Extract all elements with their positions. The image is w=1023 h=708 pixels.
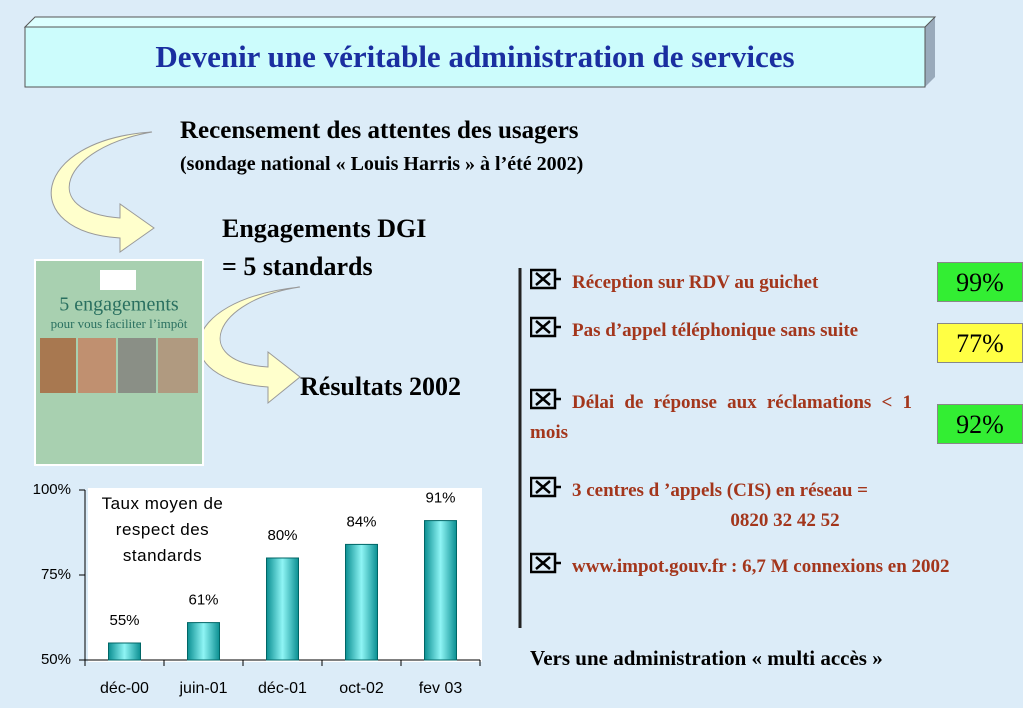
title-box-top: [23, 16, 937, 28]
x-tick-label: déc-00: [100, 680, 149, 697]
check-icon: [529, 316, 561, 338]
engagements: Engagements DGI: [222, 214, 427, 243]
value-label: 84%: [346, 513, 376, 530]
value-label: 91%: [425, 490, 455, 507]
standard: Réception sur RDV au guichet: [529, 268, 912, 298]
title-box-side: [925, 17, 935, 87]
check-icon: [529, 388, 561, 410]
poster-title: 5 engagements: [59, 294, 179, 316]
bar: [345, 543, 378, 661]
standard: 3 centres d ’appels (CIS) en réseau = 082…: [529, 476, 912, 536]
score: 92%: [937, 404, 1023, 444]
arrow: [198, 286, 301, 405]
standard-detail: 0820 32 42 52: [730, 510, 840, 531]
score: 77%: [937, 323, 1023, 363]
standard-text: Délai de réponse aux réclamations < 1 mo…: [530, 392, 912, 443]
poster-photo: [118, 338, 156, 393]
poster-photo: [40, 338, 76, 393]
poster-logo: [100, 270, 136, 290]
bar: [108, 642, 141, 661]
poster-photo: [158, 338, 198, 393]
standard: Délai de réponse aux réclamations < 1 mo…: [529, 388, 912, 448]
value-label: 61%: [188, 592, 218, 609]
value-label: 80%: [267, 527, 297, 544]
x-tick-label: juin-01: [178, 680, 227, 697]
standard-text: Réception sur RDV au guichet: [572, 272, 819, 293]
arrow: [50, 131, 155, 253]
standard-text: Pas d’appel téléphonique sans suite: [572, 320, 859, 341]
slide-title: Devenir une véritable administration de …: [155, 39, 795, 74]
y-tick-label: 100%: [33, 481, 71, 498]
value-label: 55%: [109, 612, 139, 629]
y-tick-label: 50%: [41, 651, 71, 668]
conclusion: Vers une administration « multi accès »: [530, 646, 883, 670]
survey-note: (sondage national « Louis Harris » à l’é…: [180, 153, 584, 175]
bar: [266, 557, 299, 661]
standard-text: www.impot.gouv.fr : 6,7 M connexions en …: [572, 556, 950, 577]
poster-subtitle: pour vous faciliter l’impôt: [51, 316, 188, 331]
survey-heading: Recensement des attentes des usagers: [180, 117, 579, 144]
results: Résultats 2002: [300, 372, 462, 401]
score: 99%: [937, 262, 1023, 302]
standard-text: 3 centres d ’appels (CIS) en réseau =: [572, 480, 868, 501]
x-tick-label: déc-01: [258, 680, 307, 697]
check-icon: [529, 268, 561, 290]
poster-photo: [78, 338, 116, 393]
bar: [187, 622, 220, 661]
y-tick-label: 75%: [41, 566, 71, 583]
check-icon: [529, 476, 561, 498]
engagements: = 5 standards: [222, 252, 373, 281]
standard: www.impot.gouv.fr : 6,7 M connexions en …: [529, 552, 1012, 582]
x-tick-label: fev 03: [419, 680, 463, 697]
chart-title: Taux moyen de respect des standards: [101, 494, 224, 565]
title-box: [24, 26, 926, 88]
x-tick-label: oct-02: [339, 680, 384, 697]
check-icon: [529, 552, 561, 574]
bar: [424, 520, 457, 661]
standard: Pas d’appel téléphonique sans suite: [529, 316, 912, 346]
